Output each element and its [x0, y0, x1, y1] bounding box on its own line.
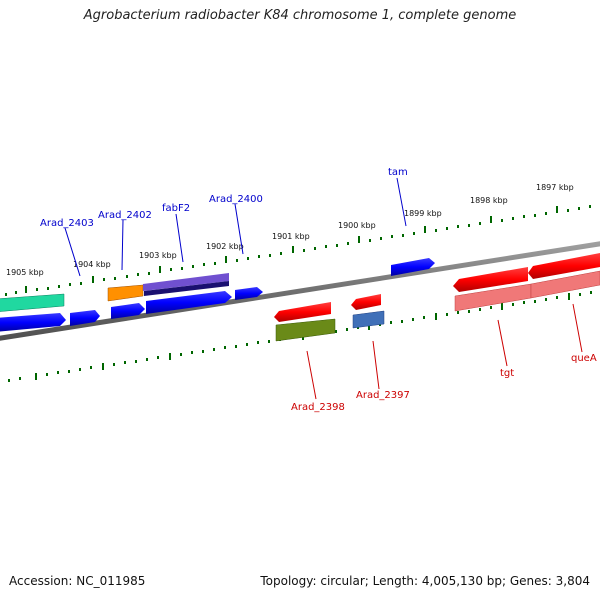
- gene-feature[interactable]: [107, 284, 144, 302]
- gene-label[interactable]: Arad_2398: [291, 402, 345, 413]
- gene-feature[interactable]: [146, 291, 232, 314]
- gene-label[interactable]: Arad_2400: [209, 194, 263, 205]
- scale-label: 1897 kbp: [536, 183, 574, 192]
- gene-label[interactable]: Arad_2397: [356, 390, 410, 401]
- gene-feature[interactable]: [143, 273, 229, 291]
- gene-feature[interactable]: [0, 293, 65, 312]
- gene-feature[interactable]: [352, 310, 385, 329]
- scale-label: 1898 kbp: [470, 196, 508, 205]
- map-title: Agrobacterium radiobacter K84 chromosome…: [83, 8, 517, 23]
- gene-feature[interactable]: [528, 253, 600, 279]
- forward-strand-features: [0, 258, 435, 332]
- scale-label: 1901 kbp: [272, 232, 310, 241]
- gene-label[interactable]: fabF2: [162, 203, 190, 214]
- gene-feature[interactable]: [70, 310, 100, 326]
- scale-label: 1900 kbp: [338, 221, 376, 230]
- gene-feature[interactable]: [530, 270, 600, 299]
- gene-label[interactable]: queA: [571, 353, 597, 364]
- scale-label: 1904 kbp: [73, 260, 111, 269]
- gene-feature[interactable]: [275, 318, 336, 342]
- gene-label[interactable]: Arad_2403: [40, 218, 94, 229]
- scale-label: 1899 kbp: [404, 209, 442, 218]
- scale-label: 1905 kbp: [6, 268, 44, 277]
- scale-ruler-upper: [5, 205, 591, 296]
- gene-label[interactable]: tgt: [500, 368, 514, 379]
- gene-feature[interactable]: [235, 287, 263, 300]
- gene-feature[interactable]: [453, 267, 528, 292]
- gene-feature[interactable]: [111, 303, 145, 319]
- scale-label: 1902 kbp: [206, 242, 244, 251]
- scale-label: 1903 kbp: [139, 251, 177, 260]
- reverse-strand-features: [274, 253, 600, 342]
- gene-feature[interactable]: [0, 313, 66, 332]
- gene-feature[interactable]: [351, 294, 381, 310]
- chromosome-backbone: [0, 241, 600, 341]
- genome-summary: Topology: circular; Length: 4,005,130 bp…: [260, 574, 590, 588]
- gene-feature[interactable]: [274, 302, 331, 322]
- gene-label[interactable]: Arad_2402: [98, 210, 152, 221]
- accession-text: Accession: NC_011985: [9, 574, 146, 588]
- gene-feature[interactable]: [144, 281, 229, 296]
- gene-label[interactable]: tam: [388, 167, 408, 178]
- gene-feature[interactable]: [391, 258, 435, 276]
